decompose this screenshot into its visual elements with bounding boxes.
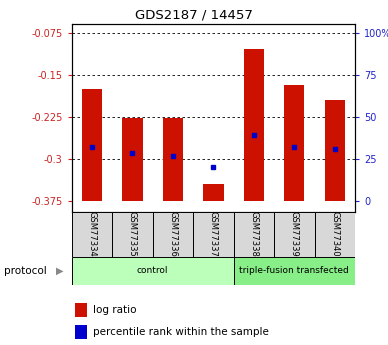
Bar bbox=[244, 49, 264, 201]
Bar bbox=[234, 257, 355, 285]
Bar bbox=[203, 184, 223, 201]
Text: GSM77336: GSM77336 bbox=[168, 211, 177, 257]
Text: GSM77340: GSM77340 bbox=[330, 211, 339, 257]
Bar bbox=[82, 89, 102, 201]
Bar bbox=[153, 212, 193, 257]
Bar bbox=[163, 118, 183, 201]
Bar bbox=[122, 118, 143, 201]
Text: GSM77335: GSM77335 bbox=[128, 211, 137, 257]
Bar bbox=[274, 212, 315, 257]
Text: log ratio: log ratio bbox=[93, 305, 137, 315]
Bar bbox=[325, 100, 345, 201]
Bar bbox=[193, 212, 234, 257]
Bar bbox=[74, 303, 87, 317]
Text: ▶: ▶ bbox=[56, 266, 64, 276]
Bar bbox=[72, 257, 234, 285]
Text: GSM77337: GSM77337 bbox=[209, 211, 218, 257]
Bar bbox=[72, 212, 112, 257]
Bar bbox=[112, 212, 153, 257]
Text: GSM77334: GSM77334 bbox=[88, 211, 97, 257]
Bar bbox=[74, 325, 87, 339]
Text: percentile rank within the sample: percentile rank within the sample bbox=[93, 327, 269, 337]
Bar bbox=[234, 212, 274, 257]
Text: GDS2187 / 14457: GDS2187 / 14457 bbox=[135, 9, 253, 22]
Text: triple-fusion transfected: triple-fusion transfected bbox=[239, 266, 349, 275]
Text: GSM77339: GSM77339 bbox=[290, 211, 299, 257]
Bar bbox=[284, 85, 305, 201]
Bar bbox=[315, 212, 355, 257]
Text: protocol: protocol bbox=[4, 266, 47, 276]
Text: GSM77338: GSM77338 bbox=[249, 211, 258, 257]
Text: control: control bbox=[137, 266, 168, 275]
